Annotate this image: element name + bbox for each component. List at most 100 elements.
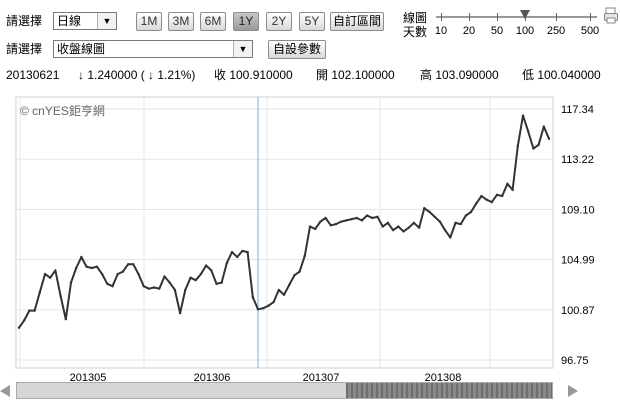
- ma-days-label: 線圖 天數: [403, 11, 427, 39]
- series-point: [371, 216, 374, 220]
- series-point: [490, 200, 494, 204]
- series-point: [158, 287, 161, 290]
- range-button-1y[interactable]: 1Y: [233, 12, 259, 31]
- slider-tick-label: 100: [515, 25, 535, 37]
- series-point: [308, 225, 312, 228]
- slider-track[interactable]: [436, 16, 597, 18]
- series-point: [350, 218, 353, 221]
- quote-close: 收 100.910000: [214, 68, 293, 82]
- series-point: [106, 282, 109, 286]
- series-point: [90, 266, 93, 270]
- series-point: [391, 228, 395, 232]
- x-tick-label: 201307: [303, 372, 340, 384]
- series-point: [137, 272, 140, 276]
- series-point: [516, 144, 520, 148]
- series-point: [355, 216, 358, 220]
- series-point: [69, 281, 73, 284]
- series-point: [428, 210, 431, 214]
- range-button-1m[interactable]: 1M: [136, 12, 162, 31]
- series-point: [511, 188, 514, 192]
- series-point: [480, 194, 483, 198]
- slider-tick: [556, 13, 557, 21]
- series-point: [199, 272, 203, 276]
- chart-type-select-value: 收盤線圖: [57, 42, 106, 56]
- series-point: [464, 214, 468, 217]
- series-point: [433, 215, 436, 218]
- y-tick-label: 117.34: [561, 104, 594, 116]
- series-point: [262, 306, 265, 310]
- series-point: [251, 296, 255, 299]
- range-button-2y[interactable]: 2Y: [266, 12, 292, 31]
- period-select[interactable]: 日線 ▼: [53, 12, 117, 30]
- chevron-down-icon[interactable]: ▼: [233, 41, 252, 57]
- quote-high: 高 103.090000: [420, 68, 499, 82]
- scroll-right-arrow-icon[interactable]: [568, 385, 578, 397]
- series-point: [230, 250, 234, 254]
- series-point: [339, 220, 343, 223]
- series-point: [449, 236, 452, 239]
- slider-thumb[interactable]: [520, 10, 530, 19]
- series-point: [542, 125, 546, 128]
- series-points: [17, 114, 551, 329]
- series-point: [319, 220, 322, 223]
- series-point: [43, 272, 47, 276]
- scroll-thumb[interactable]: [346, 383, 552, 398]
- range-button-6m[interactable]: 6M: [200, 12, 226, 31]
- scroll-left-arrow-icon[interactable]: [0, 385, 10, 397]
- range-button-3m[interactable]: 3M: [168, 12, 194, 31]
- series-point: [22, 319, 26, 322]
- series-point: [485, 198, 488, 201]
- series-point: [407, 226, 410, 229]
- chart-type-select[interactable]: 收盤線圖 ▼: [53, 40, 253, 58]
- slider-tick-label: 500: [580, 25, 600, 37]
- series-point: [132, 263, 135, 266]
- series-point: [184, 288, 187, 292]
- series-point: [454, 221, 457, 225]
- series-point: [111, 285, 114, 288]
- plot-area: [15, 96, 554, 369]
- series-point: [365, 214, 369, 217]
- series-point: [334, 222, 338, 226]
- series-point: [345, 219, 348, 222]
- series-point: [521, 114, 525, 117]
- series-point: [215, 282, 218, 286]
- series-point: [293, 274, 296, 277]
- quote-date: 20130621: [6, 68, 60, 82]
- series-point: [402, 230, 405, 233]
- series-point: [85, 265, 88, 268]
- chart-type-label: 請選擇: [6, 42, 43, 56]
- period-select-value: 日線: [57, 14, 82, 28]
- series-point: [220, 281, 223, 284]
- range-button-5y[interactable]: 5Y: [299, 12, 325, 31]
- series-point: [376, 215, 379, 218]
- series-point: [547, 137, 551, 140]
- series-point: [147, 287, 151, 290]
- custom-params-button[interactable]: 自設參數: [268, 40, 326, 59]
- series-point: [178, 311, 182, 315]
- series-point: [163, 275, 166, 278]
- y-tick-label: 104.99: [561, 255, 595, 267]
- series-point: [360, 219, 364, 222]
- y-tick-label: 109.10: [561, 204, 595, 216]
- series-point: [443, 228, 447, 232]
- chevron-down-icon[interactable]: ▼: [97, 13, 116, 29]
- series-point: [225, 261, 229, 265]
- series-point: [298, 270, 301, 273]
- x-axis-labels: 201305 201306 201307 201308: [70, 372, 462, 384]
- series-point: [152, 286, 156, 289]
- series-point: [64, 317, 67, 321]
- series-point: [142, 285, 145, 288]
- series-point: [397, 225, 400, 228]
- series-point: [459, 222, 462, 226]
- series-point: [28, 309, 31, 312]
- custom-range-button[interactable]: 自訂區間: [330, 12, 384, 31]
- ma-days-label-line1: 線圖: [403, 11, 428, 25]
- series-point: [80, 255, 83, 259]
- series-point: [506, 182, 509, 186]
- series-point: [277, 288, 281, 292]
- slider-tick: [469, 13, 470, 21]
- series-point: [33, 309, 36, 312]
- series-point: [204, 264, 208, 267]
- printer-icon[interactable]: [604, 7, 618, 25]
